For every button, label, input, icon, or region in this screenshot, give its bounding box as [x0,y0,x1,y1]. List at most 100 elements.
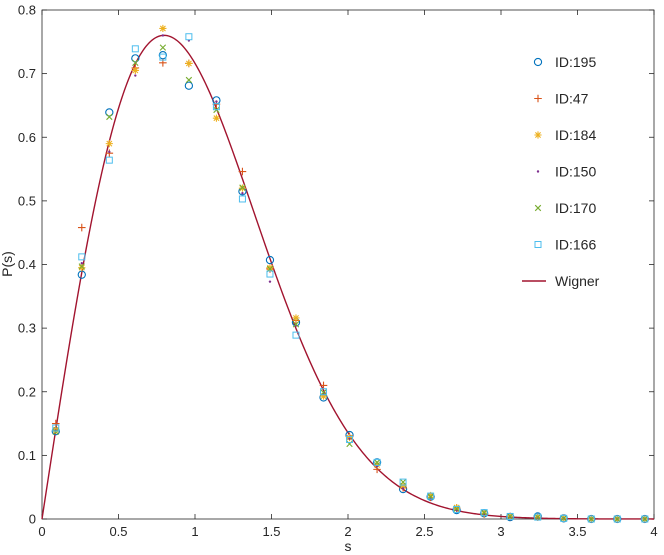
legend-label: Wigner [555,273,600,289]
legend-label: ID:47 [555,91,589,107]
legend-marker [533,57,543,67]
data-point [534,513,542,521]
x-tick-label: 2 [344,524,351,539]
data-point [105,156,113,164]
data-point [241,192,244,195]
data-point [212,103,220,111]
data-point [158,51,168,60]
legend: ID:195 ID:47 ID:184 ID:150 ID:170 ID:166 Wigne… [522,54,600,289]
data-point [134,74,137,77]
data-point [238,195,246,203]
data-point [159,53,167,61]
data-point [427,492,435,500]
y-tick-label: 0.5 [18,193,36,208]
data-point [560,514,568,522]
data-point [587,515,595,523]
data-point [108,150,111,154]
data-point [345,433,354,442]
data-point [212,114,221,122]
data-point [239,184,246,191]
data-point [185,76,193,84]
data-point [427,491,435,500]
y-tick-label: 0.7 [18,66,36,81]
data-point [292,331,300,339]
data-point [613,515,621,523]
x-tick-label: 1 [191,524,198,539]
data-point [131,66,139,75]
y-axis-label: P(s) [0,251,15,277]
series-id-166 [52,33,649,523]
x-axis-label: s [345,538,352,554]
data-point [238,167,247,176]
wigner-curve [41,34,654,520]
y-tick-label: 0.8 [18,3,36,18]
legend-label: ID:195 [555,54,596,70]
data-point [184,81,194,90]
data-point [480,509,488,516]
data-point [131,45,139,53]
data-point [265,255,275,265]
x-tick-label: 1.5 [262,524,280,539]
legend-label: ID:166 [555,237,596,253]
data-point [480,509,488,517]
data-point [106,113,113,121]
x-tick-label: 0 [38,524,45,539]
data-point [52,424,60,432]
legend-marker [534,131,542,139]
x-tick-label: 4 [650,524,657,539]
x-tick-label: 3.5 [568,524,586,539]
legend-label: ID:150 [555,164,596,180]
data-point [185,33,193,41]
legend-label: ID:170 [555,200,596,216]
data-point [453,503,461,512]
data-point [319,392,328,400]
data-point [346,440,353,448]
data-point [560,515,567,522]
data-point [132,59,139,66]
data-point [78,264,86,272]
data-point [641,515,649,523]
data-point [373,458,381,466]
data-point [399,478,407,486]
y-tick-label: 0.6 [18,130,36,145]
x-tick-label: 2.5 [415,524,433,539]
data-point [453,505,461,513]
data-point [292,314,300,322]
data-point [105,108,114,117]
data-point [506,512,514,520]
data-point [346,435,354,443]
data-point [161,34,165,37]
data-point [80,262,83,265]
legend-marker [534,241,542,248]
y-tick-label: 0.4 [18,257,36,272]
data-point [373,459,381,466]
x-axis: 0 0.5 1 1.5 2 2.5 3 3.5 4 [38,10,658,539]
data-point [78,253,86,261]
y-tick-label: 0.1 [18,448,36,463]
data-point [320,388,328,396]
wigner-curve-layer [41,34,654,520]
legend-marker [536,170,540,173]
data-point [131,54,140,63]
data-point [159,24,167,33]
y-tick-label: 0.2 [18,384,36,399]
y-tick-label: 0 [29,512,36,527]
data-point [588,515,595,523]
legend-marker [534,94,542,103]
data-point [266,264,274,272]
data-point [319,381,328,390]
x-tick-label: 0.5 [109,524,127,539]
data-point [641,515,649,523]
y-tick-label: 0.3 [18,321,36,336]
data-point [266,270,274,278]
data-point [399,482,407,490]
y-axis: 0 0.1 0.2 0.3 0.4 0.5 0.6 0.7 0.8 [18,3,654,527]
data-point [348,437,351,441]
data-point [268,280,272,283]
data-markers [51,24,649,524]
data-point [614,515,621,523]
data-point [52,428,59,436]
data-point [399,478,407,486]
legend-label: ID:184 [555,127,596,143]
